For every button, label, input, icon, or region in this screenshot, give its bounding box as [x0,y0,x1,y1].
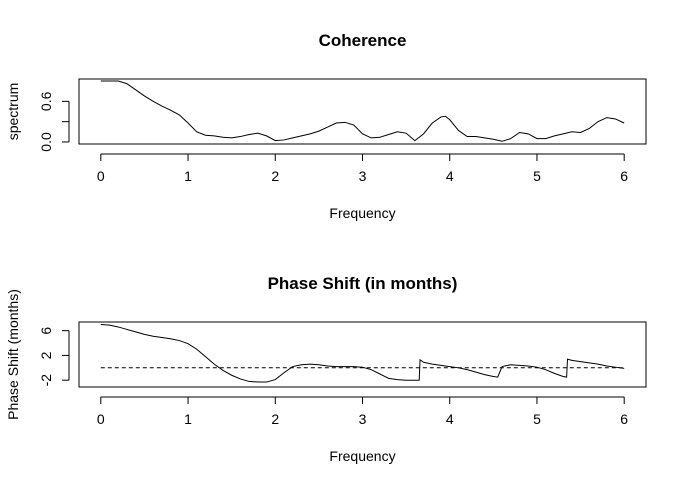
phase-y-axis-label: Phase Shift (months) [5,289,21,420]
phase-x-tick-label: 2 [271,411,279,427]
coherence-panel: Coherence 0 1 2 3 4 5 6 0.0 0.6 Frequency spectrum [5,31,647,221]
phase-x-tick-label: 0 [97,411,105,427]
phase-x-tick-label: 5 [533,411,541,427]
coherence-x-tick-label: 1 [184,168,192,184]
phase-y-tick-label: 6 [38,327,54,335]
phase-x-axis-label: Frequency [329,448,395,464]
phase-y-tick-label: -2 [38,374,54,387]
phase-y-tick-label: 2 [38,351,54,359]
phase-shift-panel: Phase Shift (in months) 0 1 2 3 4 5 6 -2 2 6 Freque… [5,274,647,464]
phase-plot-frame [78,321,647,388]
coherence-x-tick-label: 2 [271,168,279,184]
phase-series-line-0 [100,323,625,383]
phase-x-tick-label: 4 [446,411,454,427]
coherence-x-tick-label: 6 [620,168,628,184]
coherence-x-tick-label: 5 [533,168,541,184]
phase-x-tick-label: 1 [184,411,192,427]
coherence-plot-frame [78,78,647,145]
coherence-series-line-0 [100,80,625,142]
coherence-y-tick-label: 0.0 [38,132,54,152]
coherence-x-tick-label: 4 [446,168,454,184]
phase-x-tick-label: 3 [359,411,367,427]
coherence-x-axis-label: Frequency [329,205,395,221]
phase-title: Phase Shift (in months) [268,274,458,293]
coherence-x-tick-label: 0 [97,168,105,184]
coherence-x-tick-label: 3 [359,168,367,184]
coherence-title: Coherence [319,31,407,50]
coherence-y-axis-label: spectrum [5,83,21,141]
phase-x-tick-label: 6 [620,411,628,427]
coherence-y-tick-label: 0.6 [38,91,54,111]
